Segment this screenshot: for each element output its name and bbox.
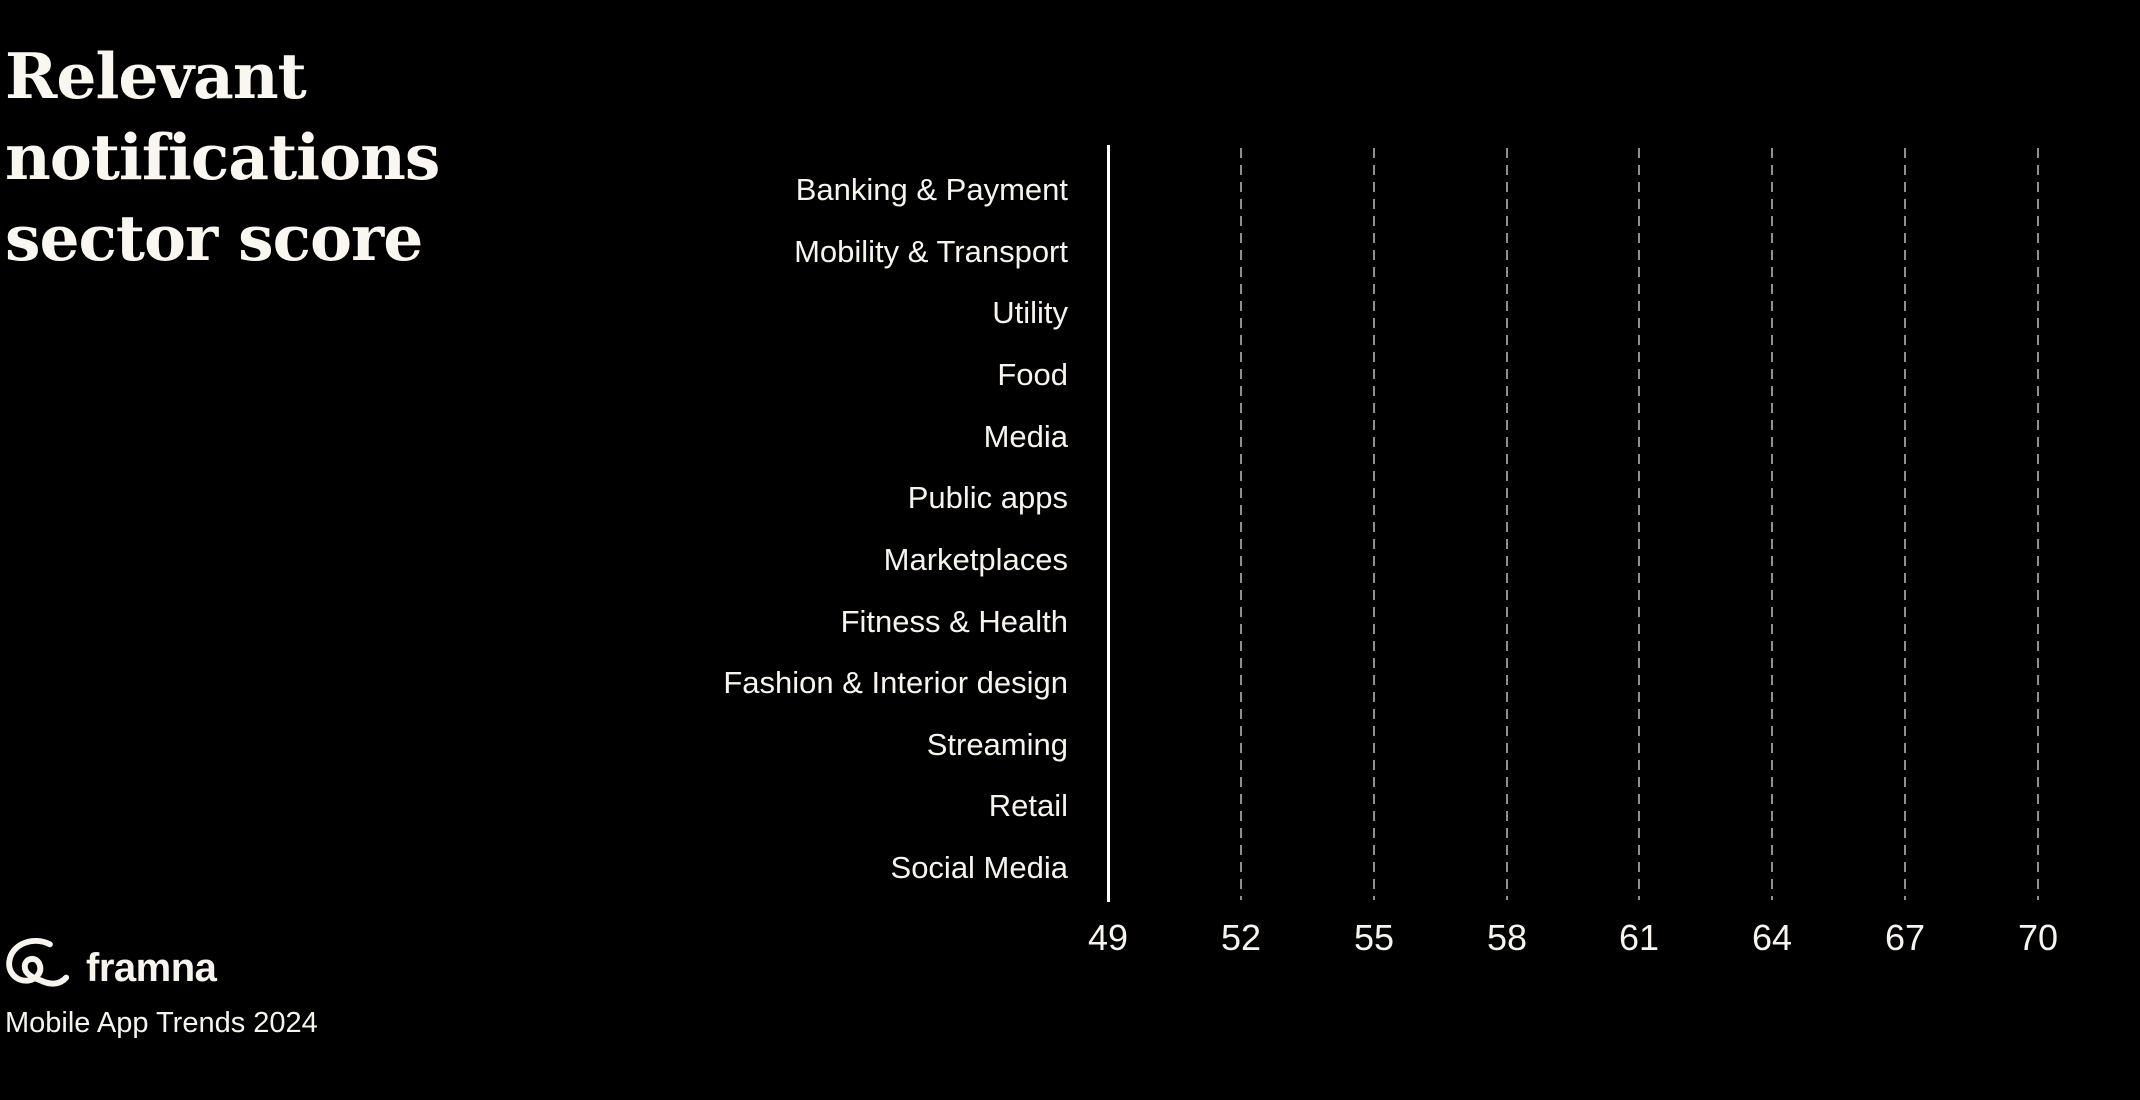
brand-wordmark: framna	[86, 946, 217, 990]
gridline-64	[1771, 148, 1773, 900]
page-title: Relevant notifications sector score	[5, 36, 440, 279]
y-axis-line	[1107, 145, 1110, 902]
gridline-67	[1904, 148, 1906, 900]
category-label-fashion-interior: Fashion & Interior design	[723, 665, 1068, 700]
gridline-58	[1506, 148, 1508, 900]
category-label-retail: Retail	[988, 788, 1068, 823]
page-title-line-2: notifications	[5, 120, 440, 194]
gridline-70	[2037, 148, 2039, 900]
x-tick-49: 49	[1087, 917, 1129, 958]
gridline-52	[1240, 148, 1242, 900]
category-label-fitness-health: Fitness & Health	[840, 604, 1068, 639]
framna-logo-icon	[6, 938, 70, 987]
category-label-public-apps: Public apps	[907, 480, 1068, 515]
category-label-mobility-transport: Mobility & Transport	[794, 234, 1068, 269]
category-label-food: Food	[997, 357, 1068, 392]
category-label-social-media: Social Media	[890, 850, 1068, 885]
category-label-media: Media	[983, 419, 1068, 454]
category-label-utility: Utility	[992, 295, 1068, 330]
brand-logo: framna	[4, 938, 217, 998]
x-tick-64: 64	[1751, 917, 1793, 958]
footer-subtitle: Mobile App Trends 2024	[5, 1007, 318, 1039]
x-tick-55: 55	[1353, 917, 1395, 958]
page-title-line-3: sector score	[5, 201, 423, 275]
gridline-55	[1373, 148, 1375, 900]
x-tick-52: 52	[1220, 917, 1262, 958]
x-tick-58: 58	[1486, 917, 1528, 958]
category-label-banking-payment: Banking & Payment	[795, 172, 1068, 207]
x-tick-67: 67	[1884, 917, 1926, 958]
category-label-streaming: Streaming	[926, 727, 1068, 762]
gridline-61	[1638, 148, 1640, 900]
x-tick-61: 61	[1618, 917, 1660, 958]
category-label-marketplaces: Marketplaces	[883, 542, 1068, 577]
page-title-line-1: Relevant	[5, 39, 307, 113]
x-tick-70: 70	[2017, 917, 2059, 958]
